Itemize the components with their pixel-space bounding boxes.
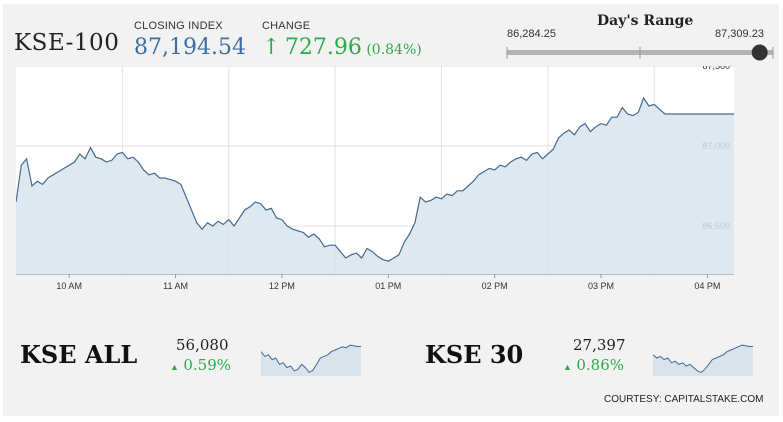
closing-index-value: 87,194.54 bbox=[134, 35, 246, 60]
change-value: 727.96 bbox=[284, 35, 362, 60]
mini-index-name-kse-30: KSE 30 bbox=[425, 340, 524, 369]
x-tick-label: 10 AM bbox=[56, 281, 82, 291]
x-tick-label: 02 PM bbox=[482, 281, 508, 291]
courtesy-credit: COURTESY: CAPITALSTAKE.COM bbox=[604, 394, 764, 405]
sparkline-line bbox=[261, 344, 361, 374]
x-axis: 10 AM 11 AM 12 PM 01 PM 02 PM 03 PM 04 PM bbox=[16, 274, 734, 291]
mini-index-name-kse-all: KSE ALL bbox=[20, 340, 138, 369]
mini-index-value-kse-30: 27,397 bbox=[573, 336, 626, 354]
change-percent: (0.84%) bbox=[366, 42, 422, 58]
mini-index-change-kse-all: ▲ 0.59% bbox=[170, 356, 231, 375]
index-title: KSE-100 bbox=[14, 30, 120, 56]
x-tick-label: 03 PM bbox=[588, 281, 614, 291]
kse-all-sparkline bbox=[261, 344, 361, 376]
up-triangle-icon: ▲ bbox=[170, 362, 179, 372]
sparkline-area bbox=[261, 345, 361, 376]
up-arrow-icon: ↑ bbox=[262, 35, 281, 60]
x-tick-label: 01 PM bbox=[375, 281, 401, 291]
series-line bbox=[16, 96, 734, 262]
up-triangle-icon: ▲ bbox=[563, 362, 572, 372]
mini-index-pct-kse-all: 0.59% bbox=[183, 356, 232, 374]
y-tick-label: 87,500 bbox=[702, 66, 730, 71]
change-group: ↑ 727.96 (0.84%) bbox=[262, 35, 422, 60]
days-range-marker bbox=[751, 44, 768, 61]
x-tick-label: 11 AM bbox=[163, 281, 188, 291]
mini-index-change-kse-30: ▲ 0.86% bbox=[563, 356, 624, 375]
kse100-intraday-chart: 87,50087,00086,500 bbox=[16, 66, 734, 274]
sparkline-line bbox=[653, 344, 753, 373]
kse-30-sparkline bbox=[653, 344, 753, 376]
sparkline-area bbox=[653, 345, 753, 376]
x-tick-label: 12 PM bbox=[269, 281, 295, 291]
mini-index-pct-kse-30: 0.86% bbox=[576, 356, 625, 374]
mini-index-value-kse-all: 56,080 bbox=[176, 336, 229, 354]
change-label: CHANGE bbox=[262, 20, 311, 32]
series-area bbox=[16, 98, 734, 274]
x-tick-label: 04 PM bbox=[694, 281, 720, 291]
days-range-bar bbox=[506, 44, 774, 61]
days-range-low: 86,284.25 bbox=[507, 28, 556, 40]
days-range-title: Day's Range bbox=[597, 13, 694, 29]
closing-index-label: CLOSING INDEX bbox=[134, 20, 223, 32]
days-range-high: 87,309.23 bbox=[715, 28, 764, 40]
